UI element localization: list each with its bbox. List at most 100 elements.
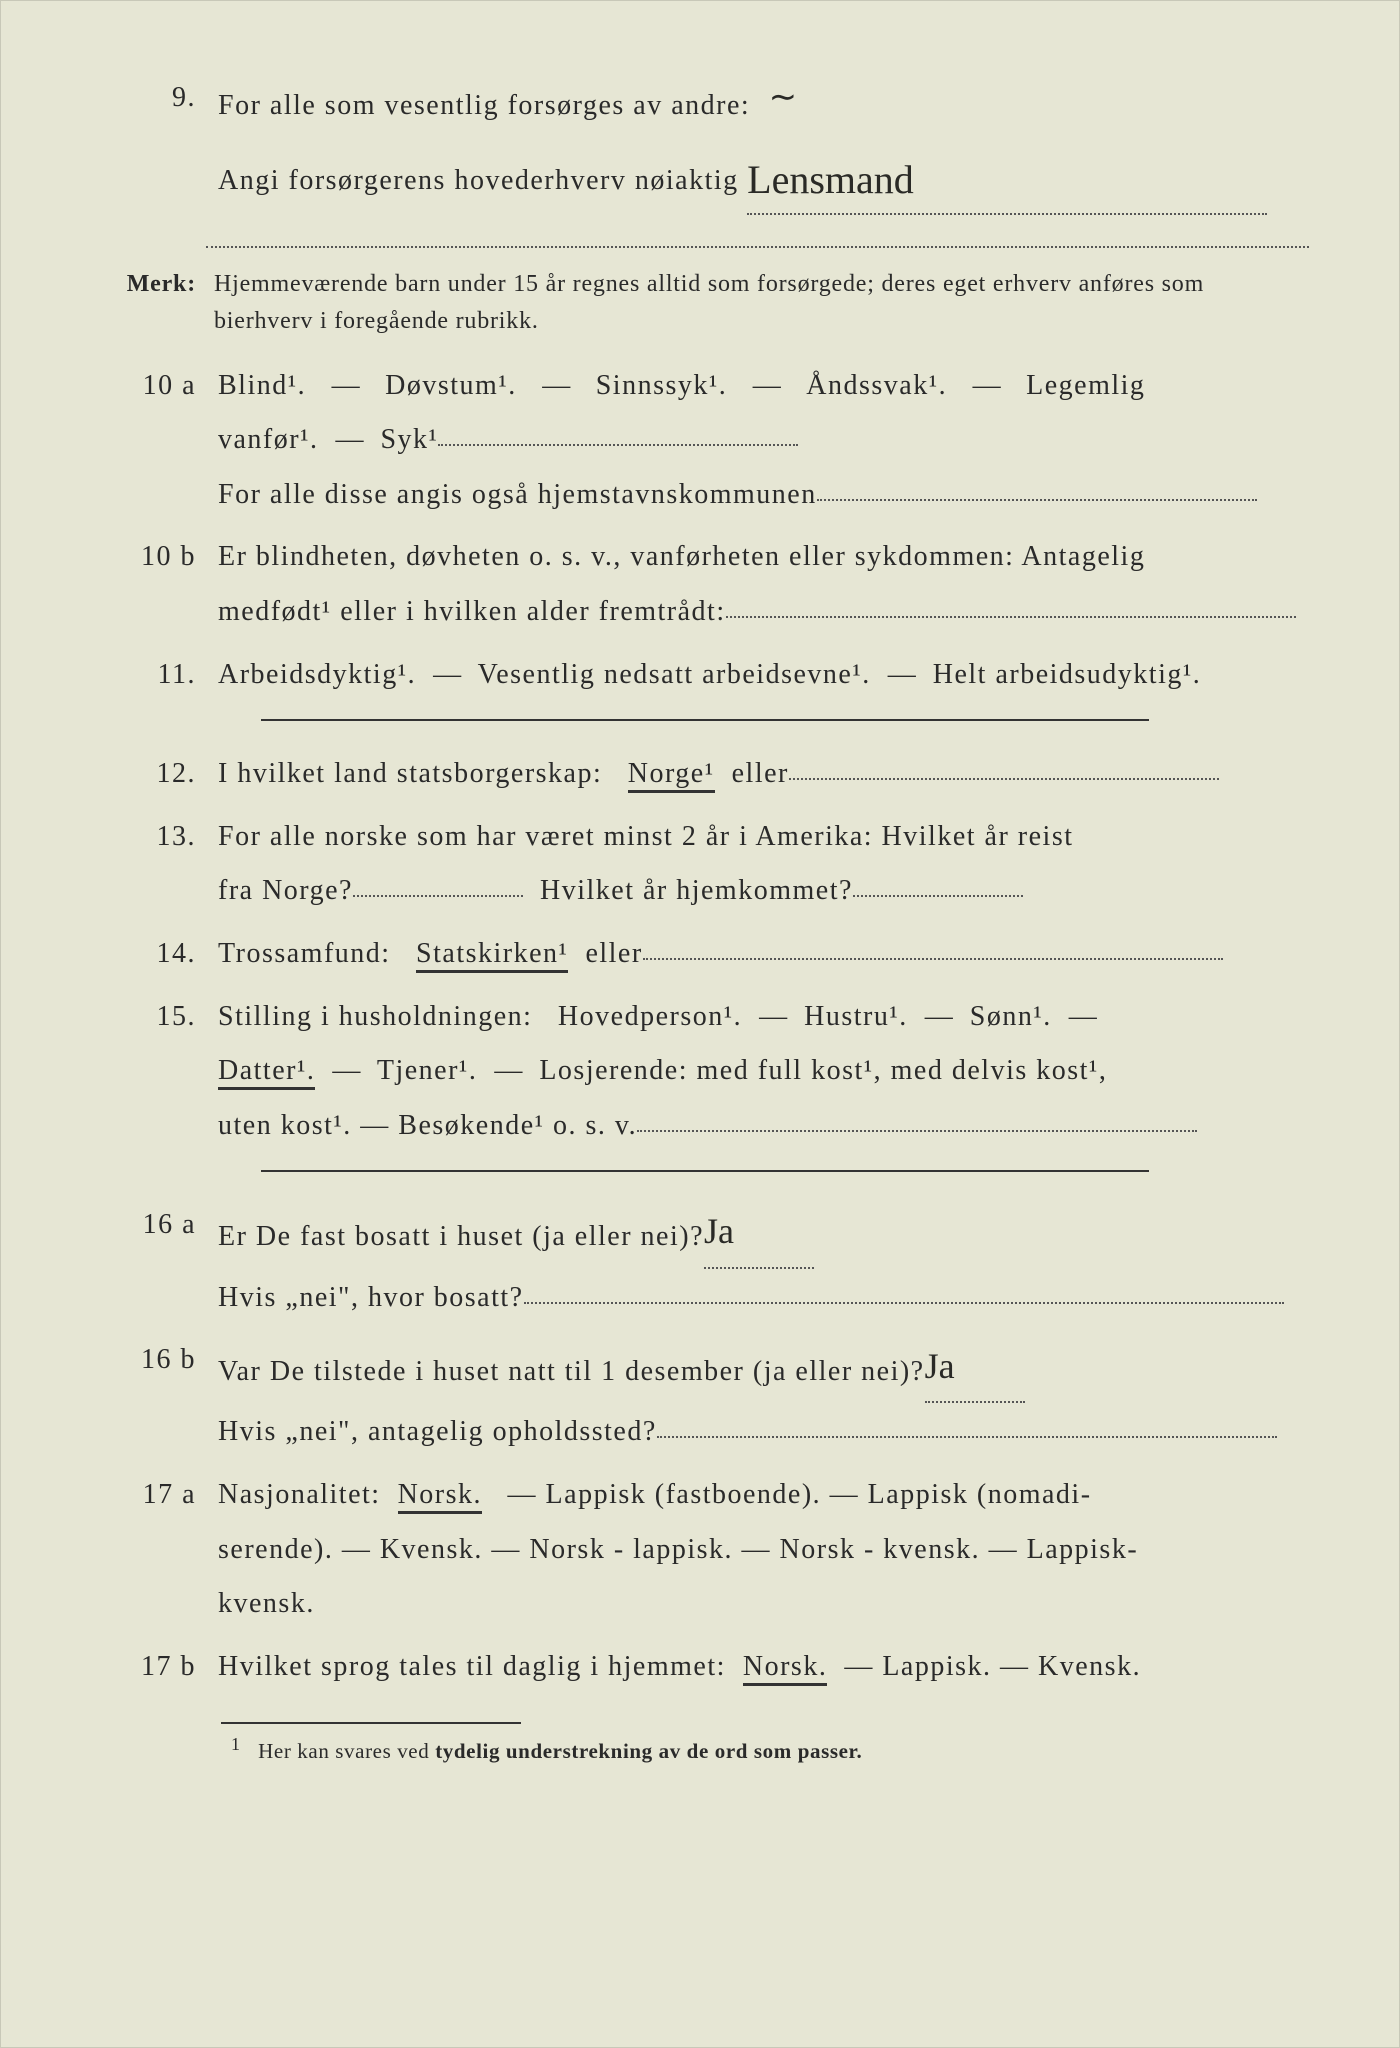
question-11: 11. Arbeidsdyktig¹. — Vesentlig nedsatt … [101, 648, 1309, 703]
blank-line[interactable] [817, 499, 1257, 501]
q9-handwritten: Lensmand [747, 157, 914, 202]
footnote-pre: Her kan svares ved [258, 1739, 435, 1763]
q15-number: 15. [101, 990, 218, 1154]
q9-number: 9. [101, 71, 218, 217]
question-13: 13. For alle norske som har været minst … [101, 810, 1309, 919]
q17b-pre: Hvilket sprog tales til daglig i hjemmet… [218, 1651, 726, 1682]
q16a-number: 16 a [101, 1198, 218, 1325]
blank-line[interactable] [657, 1436, 1277, 1438]
q10a-line3: For alle disse angis også hjemstavnskomm… [218, 479, 817, 510]
footnote-rule [221, 1722, 521, 1724]
q11-opt: Helt arbeidsudyktig¹. [933, 659, 1202, 690]
q12-pre: I hvilket land statsborgerskap: [218, 758, 602, 789]
q17a-number: 17 a [101, 1468, 218, 1632]
q13-line1: For alle norske som har været minst 2 år… [218, 821, 1074, 852]
q17b-body: Hvilket sprog tales til daglig i hjemmet… [218, 1640, 1309, 1695]
q16a-body: Er De fast bosatt i huset (ja eller nei)… [218, 1198, 1309, 1325]
q13-line2b: Hvilket år hjemkommet? [540, 875, 853, 906]
census-form-page: 9. For alle som vesentlig forsørges av a… [0, 0, 1400, 2048]
q17a-line2: serende). — Kvensk. — Norsk - lappisk. —… [218, 1534, 1138, 1565]
q17a-pre: Nasjonalitet: [218, 1479, 381, 1510]
q12-underlined: Norge¹ [628, 758, 715, 793]
blank-line[interactable] [438, 444, 798, 446]
divider-dotted-1 [206, 245, 1309, 248]
blank-line[interactable] [637, 1130, 1197, 1132]
question-16b: 16 b Var De tilstede i huset natt til 1 … [101, 1333, 1309, 1460]
q12-body: I hvilket land statsborgerskap: Norge¹ e… [218, 747, 1309, 802]
q10a-opt: Sinnssyk¹. [596, 370, 728, 401]
flourish-mark: ∼ [769, 79, 799, 116]
q9-answer-line[interactable]: Lensmand [747, 135, 1267, 215]
q10a-body: Blind¹. — Døvstum¹. — Sinnssyk¹. — Åndss… [218, 359, 1309, 523]
blank-line[interactable] [524, 1302, 1284, 1304]
q16a-handwritten: Ja [704, 1211, 734, 1251]
q16b-body: Var De tilstede i huset natt til 1 desem… [218, 1333, 1309, 1460]
question-10b: 10 b Er blindheten, døvheten o. s. v., v… [101, 530, 1309, 639]
blank-line[interactable] [789, 778, 1219, 780]
q10a-opt: vanfør¹. [218, 424, 318, 455]
question-16a: 16 a Er De fast bosatt i huset (ja eller… [101, 1198, 1309, 1325]
q13-number: 13. [101, 810, 218, 919]
question-17b: 17 b Hvilket sprog tales til daglig i hj… [101, 1640, 1309, 1695]
q11-opt: Vesentlig nedsatt arbeidsevne¹. [478, 659, 871, 690]
q10a-opt: Blind¹. [218, 370, 306, 401]
q10b-number: 10 b [101, 530, 218, 639]
q11-opt: Arbeidsdyktig¹. [218, 659, 416, 690]
divider-solid-2 [261, 1169, 1149, 1172]
question-9: 9. For alle som vesentlig forsørges av a… [101, 71, 1309, 217]
q14-underlined: Statskirken¹ [416, 938, 568, 973]
q10b-line2: medfødt¹ eller i hvilken alder fremtrådt… [218, 596, 726, 627]
blank-line[interactable] [726, 616, 1296, 618]
q15-underlined: Datter¹. [218, 1055, 315, 1090]
q14-post: eller [585, 938, 642, 969]
q9-body: For alle som vesentlig forsørges av andr… [218, 71, 1309, 217]
q17a-underlined: Norsk. [398, 1479, 482, 1514]
q11-body: Arbeidsdyktig¹. — Vesentlig nedsatt arbe… [218, 648, 1309, 703]
q14-number: 14. [101, 927, 218, 982]
q15-opt: Tjener¹. [377, 1055, 477, 1086]
q14-body: Trossamfund: Statskirken¹ eller [218, 927, 1309, 982]
question-14: 14. Trossamfund: Statskirken¹ eller [101, 927, 1309, 982]
q10a-number: 10 a [101, 359, 218, 523]
q11-number: 11. [101, 648, 218, 703]
q17b-number: 17 b [101, 1640, 218, 1695]
q10a-opt: Legemlig [1026, 370, 1145, 401]
q10a-opt: Åndssvak¹. [806, 370, 947, 401]
q14-pre: Trossamfund: [218, 938, 391, 969]
footnote-sup: 1 [231, 1734, 241, 1754]
q10a-opt: Døvstum¹. [385, 370, 517, 401]
question-17a: 17 a Nasjonalitet: Norsk. — Lappisk (fas… [101, 1468, 1309, 1632]
q17a-line3: kvensk. [218, 1588, 315, 1619]
q16b-number: 16 b [101, 1333, 218, 1460]
q15-body: Stilling i husholdningen: Hovedperson¹. … [218, 990, 1309, 1154]
merk-text: Hjemmeværende barn under 15 år regnes al… [214, 266, 1309, 340]
q15-opt: Losjerende: med full kost¹, med delvis k… [539, 1055, 1107, 1086]
q13-line2a: fra Norge? [218, 875, 353, 906]
merk-label: Merk: [101, 266, 214, 340]
q16b-answer-line[interactable]: Ja [925, 1331, 1025, 1403]
blank-line[interactable] [853, 895, 1023, 897]
q9-line1: For alle som vesentlig forsørges av andr… [218, 90, 750, 121]
q15-line3: uten kost¹. — Besøkende¹ o. s. v. [218, 1110, 637, 1141]
question-12: 12. I hvilket land statsborgerskap: Norg… [101, 747, 1309, 802]
q13-body: For alle norske som har været minst 2 år… [218, 810, 1309, 919]
q17b-rest: — Lappisk. — Kvensk. [844, 1651, 1141, 1682]
q12-post: eller [732, 758, 789, 789]
q16b-handwritten: Ja [925, 1346, 955, 1386]
q10b-line1: Er blindheten, døvheten o. s. v., vanfør… [218, 541, 1145, 572]
footnote: 1 Her kan svares ved tydelig understrekn… [231, 1734, 1309, 1764]
blank-line[interactable] [353, 895, 523, 897]
q17a-rest-l1: — Lappisk (fastboende). — Lappisk (nomad… [508, 1479, 1092, 1510]
q9-line2: Angi forsørgerens hovederhverv nøiaktig [218, 165, 739, 196]
q15-pre: Stilling i husholdningen: [218, 1001, 532, 1032]
q10a-opt: Syk¹ [380, 424, 438, 455]
q16b-line1: Var De tilstede i huset natt til 1 desem… [218, 1356, 925, 1387]
q17b-underlined: Norsk. [743, 1651, 827, 1686]
footnote-bold: tydelig understrekning av de ord som pas… [435, 1739, 862, 1763]
q16a-line1: Er De fast bosatt i huset (ja eller nei)… [218, 1221, 704, 1252]
q16a-line2: Hvis „nei", hvor bosatt? [218, 1282, 524, 1313]
q17a-body: Nasjonalitet: Norsk. — Lappisk (fastboen… [218, 1468, 1309, 1632]
blank-line[interactable] [643, 958, 1223, 960]
q15-opt: Sønn¹. [970, 1001, 1052, 1032]
q16a-answer-line[interactable]: Ja [704, 1196, 814, 1268]
